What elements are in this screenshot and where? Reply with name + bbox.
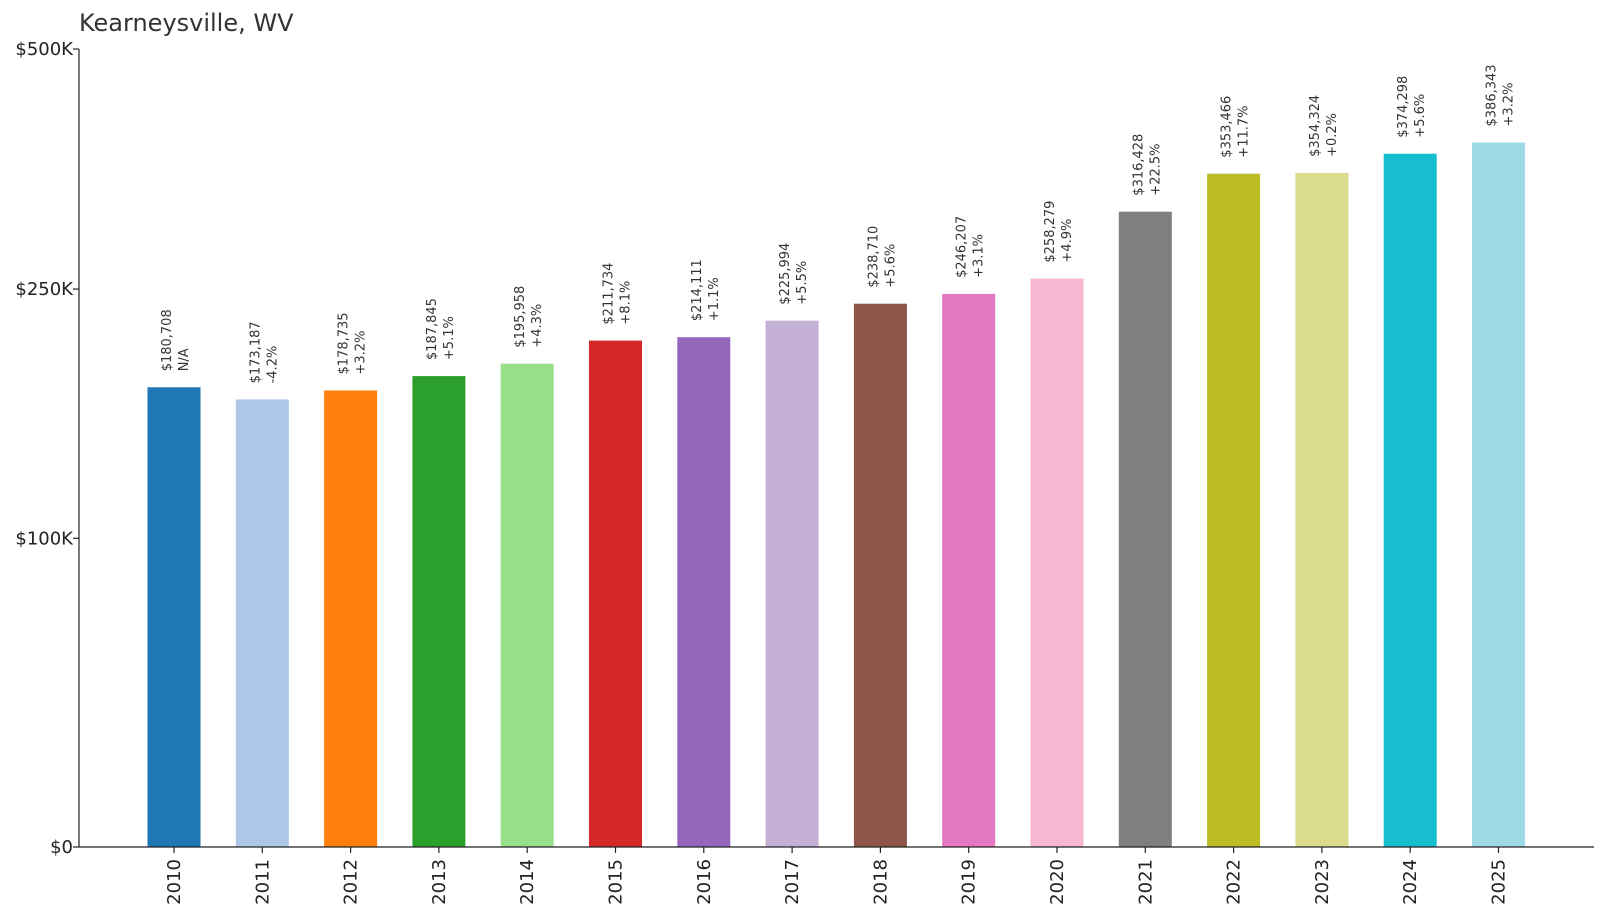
value-label: $173,187 [248,321,263,383]
value-label: $386,343 [1485,64,1500,126]
change-label: +5.6% [883,244,898,288]
x-tick-label: 2018 [870,859,891,905]
x-tick-label: 2024 [1400,859,1421,905]
change-label: +4.9% [1060,219,1075,263]
x-axis: 2010 2011 2012 2013 2014 2015 2016 2017 2018 2019… [79,846,1594,905]
chart-title: Kearneysville, WV [79,9,294,37]
x-tick-label: 2014 [517,859,538,905]
bar-2021 [1118,211,1172,847]
bar-2022 [1207,173,1261,847]
y-tick-label: $0 [50,837,73,858]
value-label: $354,324 [1308,95,1323,157]
bar-2024 [1383,153,1437,847]
change-label: +5.5% [795,261,810,305]
x-tick-label: 2019 [959,859,980,905]
y-tick-label: $100K [15,528,74,549]
change-label: +3.2% [354,331,369,375]
x-tick-label: 2013 [429,859,450,905]
x-tick-label: 2015 [606,859,627,905]
change-label: N/A [177,348,192,371]
change-label: +5.6% [1413,94,1428,138]
value-label: $316,428 [1131,134,1146,196]
value-label: $374,298 [1396,76,1411,138]
bar-2025 [1472,142,1525,847]
value-label: $258,279 [1043,201,1058,263]
value-label: $187,845 [425,298,440,360]
x-tick-label: 2021 [1135,859,1156,905]
bar-2019 [942,293,996,847]
value-label: $211,734 [602,263,617,325]
value-label: $246,207 [955,216,970,278]
change-label: +1.1% [707,277,722,321]
bar-2023 [1295,172,1349,847]
y-tick-label: $250K [15,279,74,300]
y-axis: $0 $100K $250K $500K [15,39,80,858]
x-tick-label: 2020 [1047,859,1068,905]
value-label: $238,710 [866,226,881,288]
change-label: +11.7% [1237,105,1252,157]
value-label: $225,994 [778,243,793,305]
x-tick-label: 2010 [164,859,185,905]
x-tick-label: 2016 [694,859,715,905]
bar-2018 [853,303,907,847]
x-tick-label: 2025 [1489,859,1510,905]
value-label: $178,735 [337,312,352,374]
y-tick-label: $500K [15,39,74,60]
value-label: $195,958 [513,286,528,348]
bar-2020 [1030,278,1084,848]
data-labels-group: $180,708 N/A $173,187 -4.2% $178,735 +3.2% $18… [160,64,1517,383]
x-tick-label: 2012 [341,859,362,905]
bar-2017 [765,320,819,847]
bar-2016 [677,337,731,847]
bar-2012 [324,390,378,847]
change-label: +8.1% [619,281,634,325]
bar-2014 [500,363,554,847]
change-label: +3.1% [972,234,987,278]
value-label: $353,466 [1220,96,1235,158]
value-label: $214,111 [690,259,705,321]
change-label: +0.2% [1325,113,1340,157]
change-label: -4.2% [265,346,280,384]
change-label: +5.1% [442,316,457,360]
bar-2015 [589,340,642,847]
change-label: +3.2% [1502,83,1517,127]
x-tick-label: 2023 [1312,859,1333,905]
value-label: $180,708 [160,309,175,371]
change-label: +4.3% [530,304,545,348]
bar-2010 [147,387,201,847]
x-tick-label: 2011 [252,859,273,905]
change-label: +22.5% [1148,143,1163,195]
x-tick-label: 2022 [1224,859,1245,905]
bars-group [147,142,1525,848]
x-tick-label: 2017 [782,859,803,905]
bar-2011 [235,399,289,847]
bar-2013 [412,376,466,847]
